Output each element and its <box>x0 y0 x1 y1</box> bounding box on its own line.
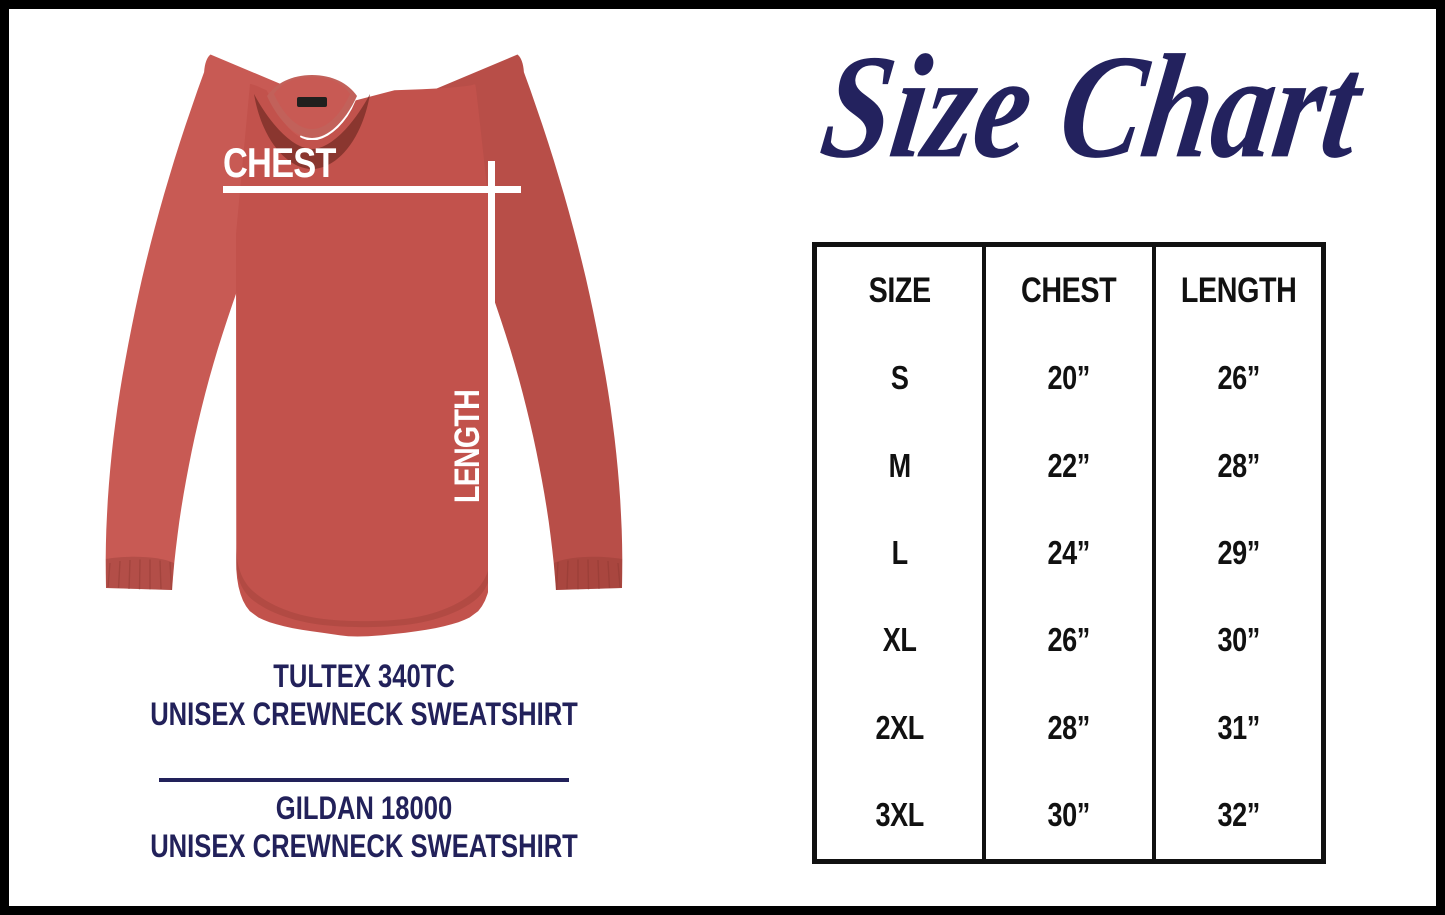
svg-text:CHEST: CHEST <box>223 140 337 187</box>
svg-text:LENGTH: LENGTH <box>447 390 486 503</box>
